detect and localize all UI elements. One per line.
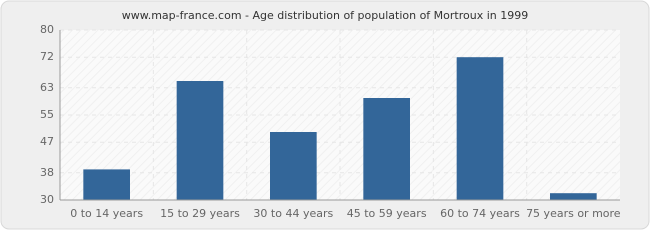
chart-title: www.map-france.com - Age distribution of… <box>122 9 529 22</box>
y-tick-label: 80 <box>40 23 54 36</box>
y-tick-label: 38 <box>40 166 54 179</box>
bar <box>83 169 130 200</box>
bar <box>363 98 410 200</box>
bar <box>176 81 224 200</box>
y-tick-label: 55 <box>40 108 54 121</box>
y-tick-label: 63 <box>40 81 54 94</box>
x-tick-label: 15 to 29 years <box>160 207 240 220</box>
y-tick-label: 30 <box>40 193 54 206</box>
y-tick-label: 72 <box>40 50 54 63</box>
x-tick-label: 0 to 14 years <box>70 207 143 220</box>
x-tick-label: 30 to 44 years <box>253 207 333 220</box>
x-tick-label: 60 to 74 years <box>440 207 520 220</box>
bar <box>270 132 317 200</box>
x-tick-label: 45 to 59 years <box>347 207 427 220</box>
y-tick-label: 47 <box>40 135 54 148</box>
chart: www.map-france.com - Age distribution of… <box>0 0 650 230</box>
bar <box>456 57 504 201</box>
x-tick-label: 75 years or more <box>526 207 621 220</box>
bar <box>550 193 597 200</box>
